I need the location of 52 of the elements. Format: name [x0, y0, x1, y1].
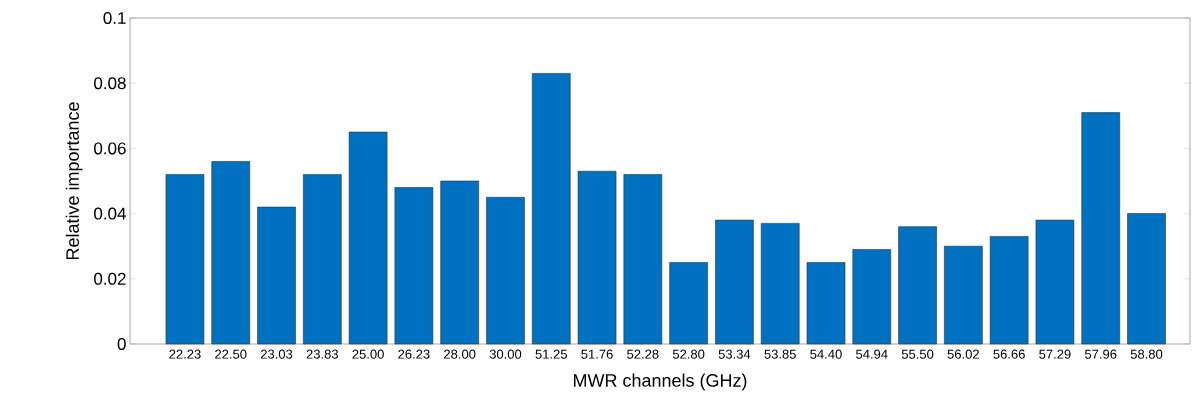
x-tick-label: 52.28	[627, 349, 659, 359]
x-tick-label: 56.66	[993, 349, 1025, 359]
x-tick-label: 58.80	[1130, 349, 1163, 359]
x-tick-label: 54.40	[810, 349, 842, 359]
bar	[531, 73, 571, 345]
y-tick-label: 0.06	[94, 142, 126, 155]
bar	[486, 197, 525, 345]
bar	[898, 226, 937, 345]
x-tick-label: 26.23	[398, 349, 430, 359]
x-tick-label: 54.94	[856, 349, 888, 359]
bar	[760, 223, 800, 345]
y-tick-label: 0.1	[103, 11, 126, 25]
bar	[989, 236, 1029, 345]
bar	[1035, 219, 1075, 345]
y-tick-label: 0	[117, 337, 126, 351]
y-tick-label: 0.02	[94, 272, 126, 285]
x-tick-label: 52.80	[672, 349, 705, 359]
x-tick-label: 22.23	[169, 349, 201, 359]
x-tick-label: 53.85	[764, 349, 796, 359]
bar	[623, 174, 663, 345]
bar	[348, 131, 388, 345]
bar	[1127, 213, 1166, 345]
x-tick-label: 30.00	[489, 349, 522, 359]
bar	[257, 206, 296, 345]
bar	[806, 262, 846, 345]
bar	[1081, 112, 1121, 345]
x-tick-label: 51.76	[581, 349, 613, 359]
x-tick-label: 23.83	[306, 349, 339, 359]
x-tick-label: 22.50	[215, 349, 247, 359]
x-axis-title: MWR channels (GHz)	[573, 373, 747, 391]
x-tick-label: 25.00	[352, 349, 384, 359]
bar	[944, 245, 983, 345]
x-tick-label: 56.02	[947, 349, 979, 359]
y-tick-label: 0.08	[94, 77, 126, 90]
bar	[852, 249, 892, 345]
bar	[303, 174, 342, 345]
bar	[577, 170, 617, 345]
x-tick-label: 53.34	[718, 349, 751, 359]
bar	[440, 180, 479, 345]
x-tick-label: 23.03	[260, 349, 293, 359]
y-tick-label: 0.04	[94, 207, 126, 220]
x-tick-label: 28.00	[444, 349, 476, 359]
bar	[165, 174, 205, 345]
y-axis-title: Relative importance	[65, 102, 83, 260]
x-tick-label: 57.29	[1039, 349, 1071, 359]
bar	[715, 219, 754, 345]
bar	[394, 187, 434, 345]
x-tick-label: 57.96	[1084, 349, 1117, 359]
bar	[669, 262, 708, 345]
x-tick-label: 51.25	[535, 349, 567, 359]
bar	[211, 161, 251, 345]
x-tick-label: 55.50	[901, 349, 934, 359]
